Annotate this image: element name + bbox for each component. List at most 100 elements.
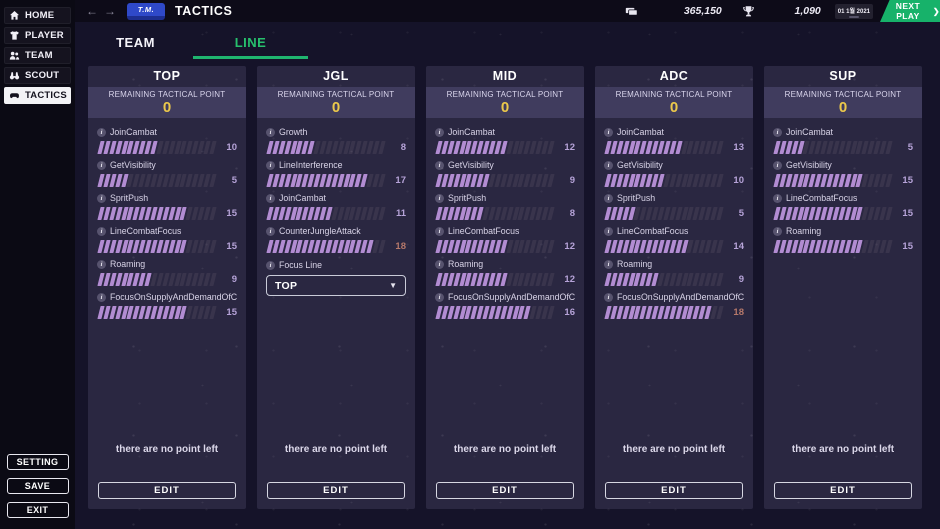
tactic-point-bar bbox=[97, 207, 220, 220]
tactic-point-value: 10 bbox=[733, 175, 744, 186]
tactic-skill-head: i CounterJungleAttack bbox=[266, 226, 406, 236]
home-icon bbox=[9, 10, 20, 21]
logo-strip bbox=[127, 15, 165, 20]
tactic-point-bar bbox=[773, 240, 896, 253]
tactic-skill-head: i JoinCambat bbox=[266, 193, 406, 203]
sidebar-item-label: PLAYER bbox=[25, 30, 64, 41]
remaining-points-box: REMAINING TACTICAL POINT 0 bbox=[257, 87, 415, 118]
edit-button[interactable]: EDIT bbox=[436, 482, 574, 499]
no-points-text: there are no point left bbox=[284, 444, 388, 455]
tactic-skill-name: GetVisibility bbox=[448, 160, 494, 170]
sidebar-item-label: HOME bbox=[25, 10, 55, 21]
exit-button[interactable]: EXIT bbox=[6, 502, 69, 518]
tactic-skill: i LineCombatFocus 15 bbox=[773, 193, 913, 220]
lane-title: ADC bbox=[659, 69, 689, 83]
tactic-point-value: 13 bbox=[733, 142, 744, 153]
edit-button[interactable]: EDIT bbox=[774, 482, 912, 499]
tactic-skill-head: i Roaming bbox=[773, 226, 913, 236]
info-icon: i bbox=[97, 259, 106, 269]
tactic-point-bar bbox=[604, 273, 727, 286]
sidebar-item-tactics[interactable]: TACTICS bbox=[4, 87, 71, 104]
tactic-skill-bar-row: 8 bbox=[435, 207, 575, 220]
remaining-points-box: REMAINING TACTICAL POINT 0 bbox=[764, 87, 922, 118]
tactic-point-value: 12 bbox=[564, 241, 575, 252]
tactic-skill-head: i JoinCambat bbox=[773, 127, 913, 137]
focus-line-label: Focus Line bbox=[279, 260, 323, 270]
tactic-skill: i Growth 8 bbox=[266, 127, 406, 154]
tactic-point-value: 12 bbox=[564, 274, 575, 285]
tactic-point-value: 15 bbox=[226, 307, 237, 318]
tactic-skill: i FocusOnSupplyAndDemandOfCs 15 bbox=[97, 292, 237, 319]
sidebar-nav: HOME PLAYER TEAM SCOUT TACTICS bbox=[0, 0, 75, 104]
edit-button[interactable]: EDIT bbox=[98, 482, 236, 499]
tactic-skill-bar-row: 17 bbox=[266, 174, 406, 187]
info-icon: i bbox=[266, 260, 275, 270]
next-play-button[interactable]: NEXT PLAY ❯ bbox=[880, 0, 940, 22]
forward-arrow-icon[interactable]: → bbox=[104, 4, 116, 18]
no-points-text: there are no point left bbox=[622, 444, 726, 455]
setting-button[interactable]: SETTING bbox=[6, 454, 69, 470]
tactic-skill: i JoinCambat 5 bbox=[773, 127, 913, 154]
info-icon: i bbox=[604, 292, 613, 302]
tactic-skill-bar-row: 5 bbox=[773, 141, 913, 154]
focus-line-head: i Focus Line bbox=[266, 260, 406, 270]
tactic-point-bar bbox=[266, 141, 389, 154]
lane-title: MID bbox=[492, 69, 518, 83]
tactic-skill-head: i FocusOnSupplyAndDemandOfCs bbox=[97, 292, 237, 302]
tactic-skill-name: GetVisibility bbox=[786, 160, 832, 170]
tactic-skill: i Roaming 9 bbox=[604, 259, 744, 286]
lane-title: TOP bbox=[153, 69, 181, 83]
edit-button[interactable]: EDIT bbox=[605, 482, 743, 499]
tactic-skill-head: i Growth bbox=[266, 127, 406, 137]
tactic-point-bar bbox=[435, 240, 558, 253]
tactic-point-value: 9 bbox=[231, 274, 237, 285]
tactic-skill-head: i Roaming bbox=[435, 259, 575, 269]
sidebar-item-player[interactable]: PLAYER bbox=[4, 27, 71, 44]
tactic-point-bar bbox=[266, 207, 389, 220]
tactic-point-bar bbox=[773, 141, 896, 154]
info-icon: i bbox=[435, 226, 444, 236]
shirt-icon bbox=[9, 30, 20, 41]
tactic-skill-bar-row: 11 bbox=[266, 207, 406, 220]
tactic-skill: i SpritPush 5 bbox=[604, 193, 744, 220]
tab-line[interactable]: LINE bbox=[193, 31, 308, 59]
tactic-point-bar bbox=[435, 141, 558, 154]
info-icon: i bbox=[435, 193, 444, 203]
tactic-skill: i GetVisibility 15 bbox=[773, 160, 913, 187]
tactic-skill-name: Growth bbox=[279, 127, 308, 137]
tactic-skill: i FocusOnSupplyAndDemandOfCs 16 bbox=[435, 292, 575, 319]
info-icon: i bbox=[97, 292, 106, 302]
tactic-skill-head: i FocusOnSupplyAndDemandOfCs bbox=[435, 292, 575, 302]
tactic-skill-name: JoinCambat bbox=[279, 193, 326, 203]
tactic-point-value: 12 bbox=[564, 142, 575, 153]
tactic-skill-bar-row: 9 bbox=[604, 273, 744, 286]
tactic-skill-head: i Roaming bbox=[97, 259, 237, 269]
tactic-point-bar bbox=[97, 273, 220, 286]
sidebar-item-label: TEAM bbox=[25, 50, 53, 61]
info-icon: i bbox=[604, 160, 613, 170]
focus-line-dropdown[interactable]: TOP ▼ bbox=[266, 275, 406, 296]
info-icon: i bbox=[435, 259, 444, 269]
edit-button[interactable]: EDIT bbox=[267, 482, 405, 499]
save-button[interactable]: SAVE bbox=[6, 478, 69, 494]
sidebar-item-team[interactable]: TEAM bbox=[4, 47, 71, 64]
tactic-point-bar bbox=[97, 141, 220, 154]
info-icon: i bbox=[97, 193, 106, 203]
lane-skill-list: i JoinCambat 10 i GetVisibility 5 i SpritPush 15… bbox=[88, 118, 246, 482]
tactic-point-value: 9 bbox=[738, 274, 744, 285]
sidebar-item-scout[interactable]: SCOUT bbox=[4, 67, 71, 84]
tab-team[interactable]: TEAM bbox=[116, 35, 155, 50]
sidebar-item-home[interactable]: HOME bbox=[4, 7, 71, 24]
tactic-skill: i GetVisibility 10 bbox=[604, 160, 744, 187]
tactic-point-bar bbox=[773, 207, 896, 220]
date-underline bbox=[848, 15, 859, 18]
tactic-skill-bar-row: 14 bbox=[604, 240, 744, 253]
back-arrow-icon[interactable]: ← bbox=[86, 4, 98, 18]
focus-line-block: i Focus Line TOP ▼ bbox=[266, 260, 406, 296]
tactic-point-value: 18 bbox=[733, 307, 744, 318]
tactic-skill-head: i LineInterference bbox=[266, 160, 406, 170]
tactic-skill-bar-row: 18 bbox=[266, 240, 406, 253]
tactic-skill: i FocusOnSupplyAndDemandOfCs 18 bbox=[604, 292, 744, 319]
binoculars-icon bbox=[9, 70, 20, 81]
